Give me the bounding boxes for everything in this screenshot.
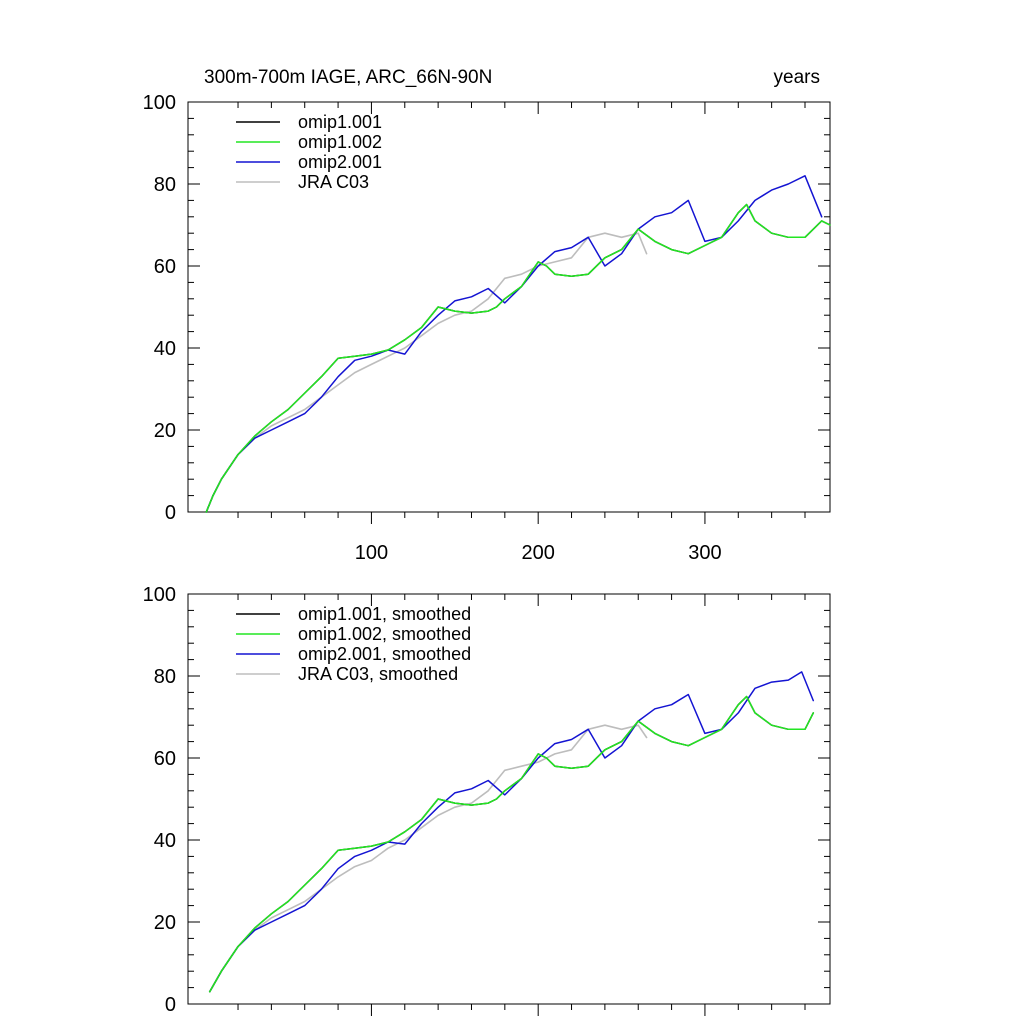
y-tick-label: 100 — [143, 584, 176, 606]
series-line-jra-c03-smoothed — [208, 724, 648, 993]
series-line-jra-c03 — [205, 232, 648, 513]
y-tick-label: 60 — [154, 748, 176, 770]
plot-frame — [187, 101, 831, 513]
series-line-omip2-001 — [205, 175, 823, 513]
bottom-panel: 0 20 40 60 80 100 omip1.001, smoothedomip1.002… — [143, 584, 831, 1016]
units-label: years — [774, 67, 820, 88]
y-tick-label: 0 — [165, 994, 176, 1016]
y-tick-label: 60 — [154, 256, 176, 278]
series-line-omip1-001 — [205, 203, 831, 513]
series-line-omip1-001-smoothed — [208, 695, 815, 993]
top-panel: 0 20 40 60 80 100 100 200 300 omip1.001omip1.002o… — [143, 92, 831, 564]
chart-title: 300m-700m IAGE, ARC_66N-90N — [204, 67, 492, 88]
x-tick-label: 200 — [521, 542, 554, 564]
series-line-omip1-002-smoothed — [208, 695, 815, 993]
legend-label: omip1.002 — [298, 132, 382, 152]
legend-label: omip2.001, smoothed — [298, 644, 471, 664]
series-line-omip2-001-smoothed — [208, 671, 815, 993]
legend-label: omip2.001 — [298, 152, 382, 172]
y-tick-label: 40 — [154, 338, 176, 360]
legend-label: omip1.001, smoothed — [298, 604, 471, 624]
y-tick-label: 0 — [165, 502, 176, 524]
y-tick-label: 40 — [154, 830, 176, 852]
y-tick-label: 80 — [154, 174, 176, 196]
y-tick-label: 20 — [154, 420, 176, 442]
legend-label: JRA C03 — [298, 172, 369, 192]
series-line-omip1-002 — [205, 203, 831, 513]
x-tick-label: 300 — [688, 542, 721, 564]
legend-label: JRA C03, smoothed — [298, 664, 458, 684]
x-tick-label: 100 — [355, 542, 388, 564]
y-tick-label: 80 — [154, 666, 176, 688]
y-tick-label: 100 — [143, 92, 176, 114]
plot-frame — [187, 593, 831, 1005]
y-tick-label: 20 — [154, 912, 176, 934]
legend-label: omip1.002, smoothed — [298, 624, 471, 644]
legend-label: omip1.001 — [298, 112, 382, 132]
